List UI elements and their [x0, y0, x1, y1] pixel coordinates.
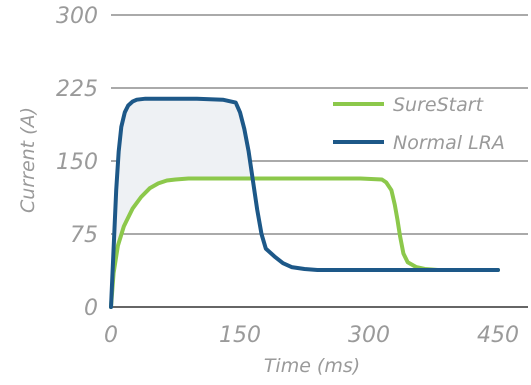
x-tick-label: 450: [477, 323, 519, 348]
y-tick-label: 75: [70, 223, 98, 248]
y-tick-labels: 0 75 150 225 300: [56, 4, 98, 321]
y-tick-label: 150: [56, 150, 98, 175]
legend-label: SureStart: [393, 94, 485, 116]
y-tick-label: 0: [84, 296, 98, 321]
x-tick-label: 0: [104, 323, 118, 348]
series-line-normal-lra: [109, 96, 500, 309]
x-tick-labels: 0 150 300 450: [104, 323, 519, 348]
y-axis-label: Current (A): [17, 107, 39, 213]
x-axis-label: Time (ms): [264, 355, 360, 377]
series-line-surestart: [109, 176, 500, 309]
legend-label: Normal LRA: [393, 132, 505, 154]
y-tick-label: 300: [56, 4, 98, 29]
shaded-area: [111, 98, 253, 296]
x-tick-label: 150: [219, 323, 261, 348]
y-tick-label: 225: [56, 77, 98, 102]
x-tick-label: 300: [348, 323, 390, 348]
shaded-region: [111, 98, 253, 296]
legend: SureStart Normal LRA: [333, 94, 505, 154]
series-lines: [109, 96, 500, 309]
